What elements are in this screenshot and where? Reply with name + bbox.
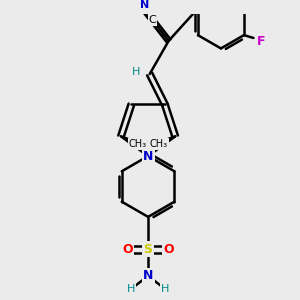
Text: O: O <box>164 243 174 256</box>
Text: CH₃: CH₃ <box>149 139 168 149</box>
Text: S: S <box>144 243 153 256</box>
Text: F: F <box>257 35 265 48</box>
Text: O: O <box>122 243 133 256</box>
Text: N: N <box>143 269 153 282</box>
Text: H: H <box>127 284 135 294</box>
Text: N: N <box>140 0 149 10</box>
Text: N: N <box>143 150 153 163</box>
Text: H: H <box>132 67 140 77</box>
Text: C: C <box>148 15 156 25</box>
Text: CH₃: CH₃ <box>129 139 147 149</box>
Text: H: H <box>161 284 170 294</box>
